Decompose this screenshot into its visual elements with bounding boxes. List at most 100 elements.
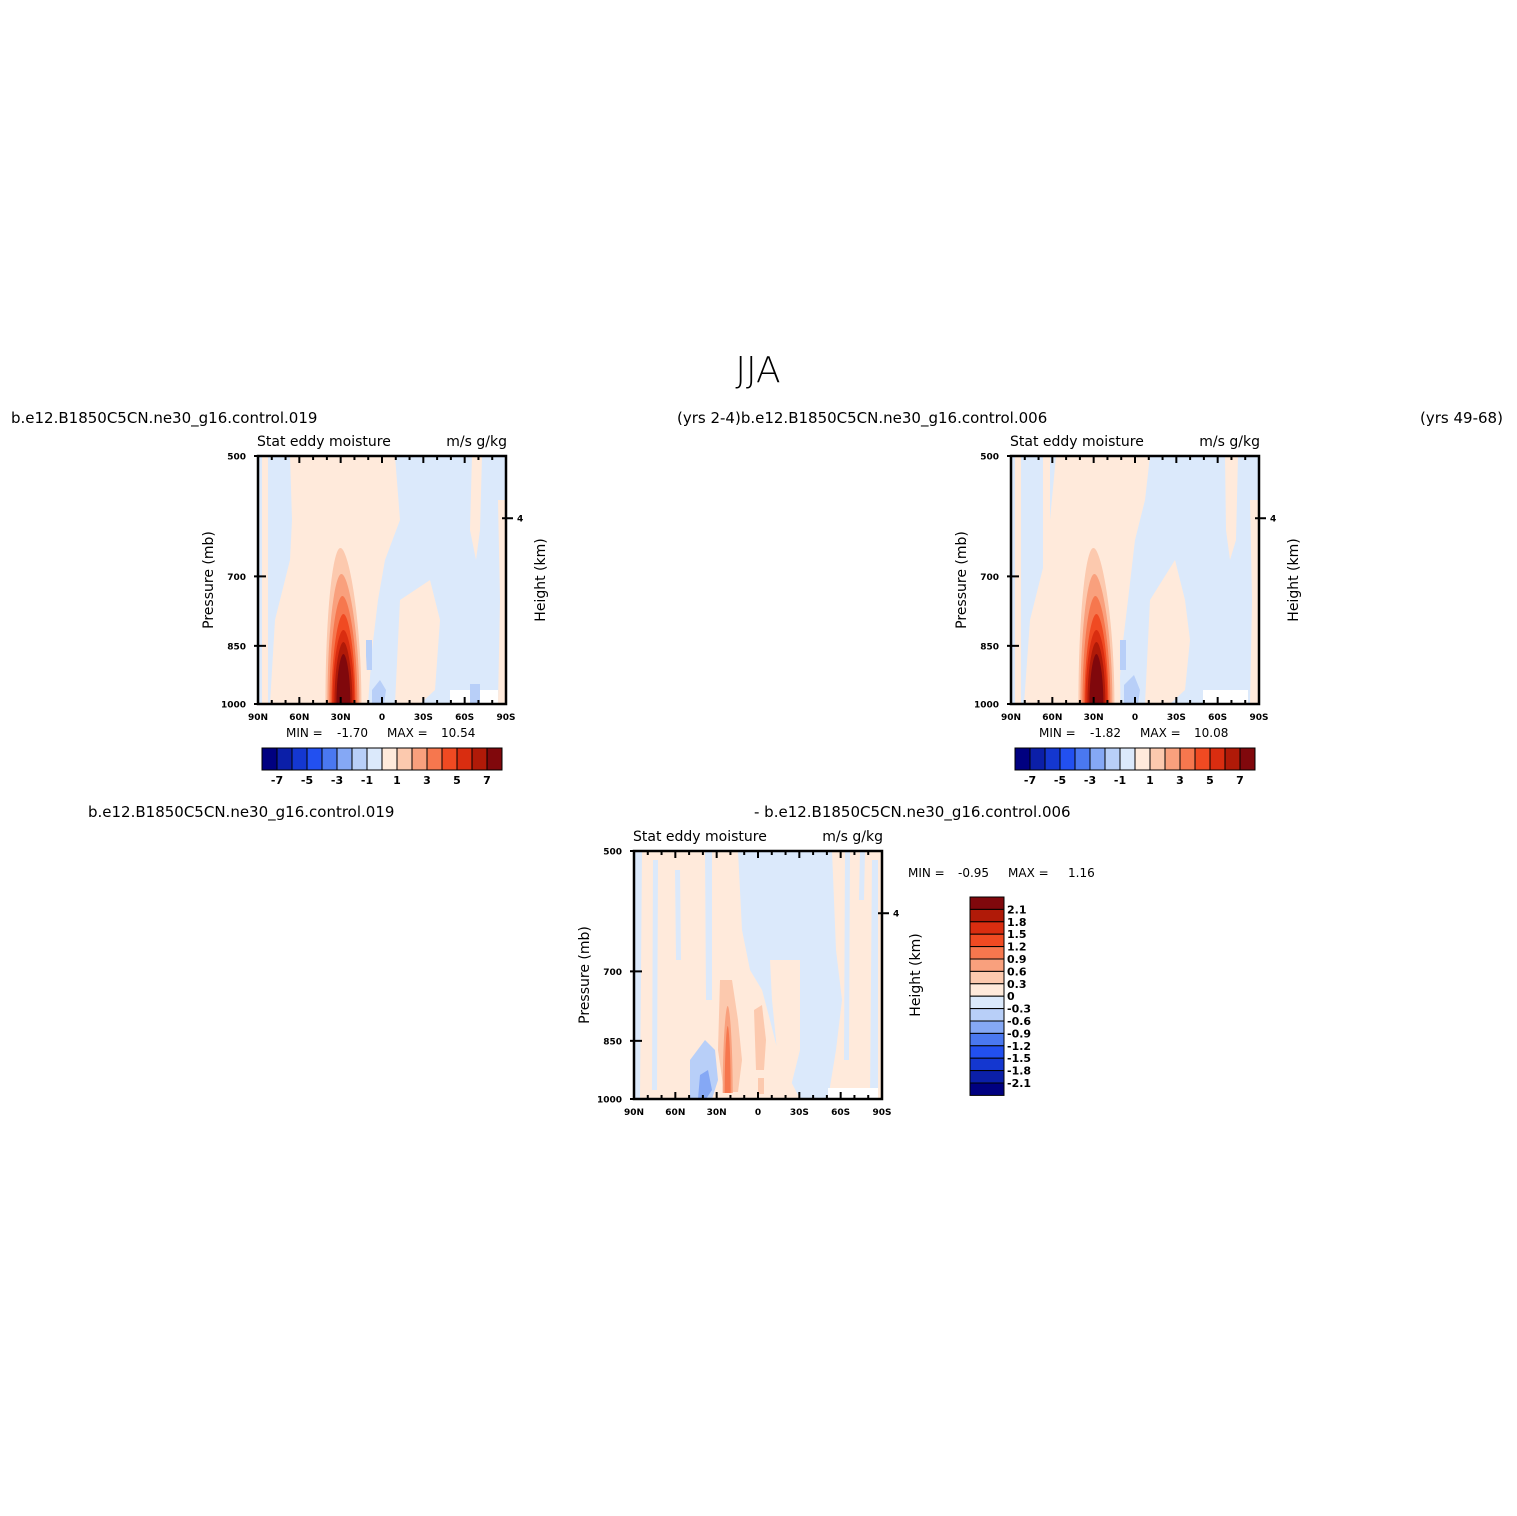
colorbar-swatch [1209,747,1226,771]
x-tick-label: 0 [379,713,385,723]
colorbar-label: 1.5 [1007,928,1027,941]
colorbar-swatch [969,921,1005,935]
colorbar-label: -3 [331,774,343,787]
colorbar-label: -1 [361,774,373,787]
colorbar-swatch [441,747,458,771]
x-tick-label: 60S [455,713,474,723]
contour-shell [336,654,351,704]
colorbar-swatch [1134,747,1151,771]
colorbar-label: -0.3 [1007,1003,1031,1016]
colorbar-label: -1.2 [1007,1040,1031,1053]
colorbar-swatch [1224,747,1241,771]
x-tick-label: 90S [872,1108,891,1118]
colorbar-label: 5 [453,774,461,787]
max-label: MAX = [1008,866,1049,880]
y-tick-label: 500 [227,453,246,463]
x-tick-label: 90S [496,713,515,723]
colorbar-swatch [396,747,413,771]
panel-top-left: 90N 60N 30N 0 30S 60S 90S 500 700 850 1000 4 Stat e… [201,434,549,787]
y-tick-label: 1000 [597,1096,622,1106]
panel-difference-axes: 90N 60N 30N 0 30S 60S 90S 500 700 850 1000 4 [597,848,899,1119]
colorbar-label: -0.9 [1007,1027,1031,1040]
y-tick-label: 500 [603,848,622,858]
panel-subtitle-left: Stat eddy moisture [633,829,767,845]
stats-line: MIN = -1.82 MAX = 10.08 [1039,726,1228,740]
colorbar-swatch [1029,747,1046,771]
colorbar-swatch [969,1070,1005,1084]
y-tick-label: 1000 [974,701,999,711]
max-label: MAX = [1140,726,1181,740]
colorbar-swatch [1014,747,1031,771]
colorbar-label: 0 [1007,990,1015,1003]
colorbar-label: -3 [1084,774,1096,787]
case-label-diff-left: b.e12.B1850C5CN.ne30_g16.control.019 [88,803,394,822]
y-axis-label: Pressure (mb) [201,531,217,629]
panel-subtitle-right: m/s g/kg [1199,434,1260,450]
y-axis-right-label: Height (km) [908,933,924,1016]
y-tick-label: 700 [603,968,622,978]
colorbar-swatch [969,995,1005,1010]
colorbar-swatch [1239,747,1256,771]
x-tick-label: 60N [289,713,309,723]
stats-line: MIN = -0.95 MAX = 1.16 [908,866,1095,880]
colorbar-swatch [471,747,488,771]
colorbar-swatch [291,747,308,771]
x-tick-label: 0 [755,1108,761,1118]
x-tick-label: 30N [707,1108,727,1118]
y-tick-label: 700 [980,573,999,583]
panel-subtitle-right: m/s g/kg [822,829,883,845]
x-tick-label: 60N [665,1108,685,1118]
colorbar-swatch [1179,747,1196,771]
min-label: MIN = [908,866,945,880]
max-value: 10.54 [441,726,475,740]
colorbar-swatch [351,747,368,771]
panel-top-right-axes: 90N 60N 30N 0 30S 60S 90S 500 700 850 1000 4 [974,453,1276,724]
x-tick-label: 30S [1167,713,1186,723]
x-tick-label: 90N [624,1108,644,1118]
colorbar-label: 0.3 [1007,978,1027,991]
panel-top-left-blob [319,528,368,704]
colorbar-swatch [969,958,1005,972]
colorbar-swatch [1119,747,1136,771]
panel-subtitle-right: m/s g/kg [446,434,507,450]
colorbar-swatch [969,933,1005,948]
colorbar-label: 0.9 [1007,953,1027,966]
colorbar-difference: 2.11.81.51.20.90.60.30-0.3-0.6-0.9-1.2-1… [969,896,1031,1096]
case-label-diff-mid: - b.e12.B1850C5CN.ne30_g16.control.006 [754,803,1071,822]
colorbar-label: 1 [393,774,401,787]
max-value: 10.08 [1194,726,1228,740]
y-axis-label: Pressure (mb) [954,531,970,629]
colorbar-label: 3 [423,774,431,787]
min-label: MIN = [286,726,323,740]
colorbar-swatch [1194,747,1211,771]
x-tick-label: 60S [831,1108,850,1118]
x-tick-label: 90N [1001,713,1021,723]
y-tick-label: 850 [227,642,246,652]
x-tick-label: 90N [248,713,268,723]
colorbar-swatch [306,747,323,771]
colorbar-swatch [1044,747,1061,771]
colorbar-label: 1.2 [1007,941,1027,954]
colorbar-swatch [321,747,338,771]
panel-top-left-field [258,456,506,704]
colorbar-label: 1 [1146,774,1154,787]
y-tick-label: 850 [980,642,999,652]
colorbar-swatch [426,747,443,771]
y-tick-label: 500 [980,453,999,463]
colorbar-swatch [486,747,503,771]
stats-line: MIN = -1.70 MAX = 10.54 [286,726,475,740]
colorbar-swatch [261,747,278,771]
y-tick-label: 700 [227,573,246,583]
colorbar-swatch [969,1032,1005,1047]
colorbar-label: 7 [1236,774,1244,787]
panel-top-right-blob [1072,528,1121,704]
y-right-tick-label: 4 [1270,515,1276,525]
case-label-top-left: b.e12.B1850C5CN.ne30_g16.control.019 [11,409,317,428]
y-axis-label: Pressure (mb) [577,926,593,1024]
colorbar-swatch [276,747,293,771]
x-tick-label: 30S [414,713,433,723]
colorbar-swatch [969,970,1005,985]
colorbar-swatch [969,983,1005,997]
y-right-tick-label: 4 [517,515,523,525]
